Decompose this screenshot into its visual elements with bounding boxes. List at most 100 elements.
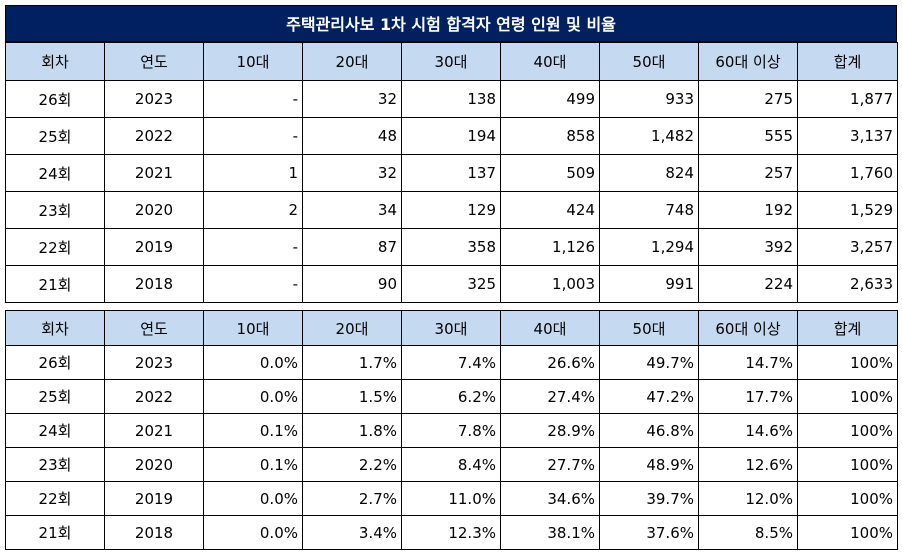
table-cell: 100% [797,481,898,516]
ratio-header-row: 회차 연도 10대 20대 30대 40대 50대 60대 이상 합계 [5,310,898,346]
table-cell: 991 [599,265,699,303]
table-cell: 12.6% [698,447,798,482]
table-cell: 2023 [104,345,204,380]
table-cell: 38.1% [500,515,600,550]
table-cell: 37.6% [599,515,699,550]
table-cell: 748 [599,191,699,229]
table-cell: 8.5% [698,515,798,550]
table-cell: 27.4% [500,379,600,414]
table-cell: 2 [203,191,303,229]
table-cell: 3,257 [797,228,898,266]
table-cell: 7.8% [401,413,501,448]
table-cell: 129 [401,191,501,229]
header-cell: 연도 [104,42,204,81]
table-cell: 32 [302,80,402,118]
header-cell: 60대 이상 [698,42,798,81]
table-title: 주택관리사보 1차 시험 합격자 연령 인원 및 비율 [5,5,897,42]
table-cell: 858 [500,117,600,155]
table-cell: 0.0% [203,481,303,516]
header-cell: 30대 [401,310,501,346]
ratio-row: 25회 2022 0.0% 1.5% 6.2% 27.4% 47.2% 17.7% 100% [5,379,898,414]
table-cell: 2.2% [302,447,402,482]
table-cell: 1,482 [599,117,699,155]
table-cell: 1.7% [302,345,402,380]
count-row: 25회 2022-48 194 858 1,482 555 3,137 [5,117,898,155]
header-cell: 30대 [401,42,501,81]
table-cell: 100% [797,515,898,550]
table-cell: 2020 [104,447,204,482]
table-cell: 138 [401,80,501,118]
table-cell: 2,633 [797,265,898,303]
table-cell: 224 [698,265,798,303]
table-cell: 12.0% [698,481,798,516]
header-cell: 40대 [500,42,600,81]
table-cell: 100% [797,345,898,380]
table-cell: 499 [500,80,600,118]
table-cell: 0.1% [203,447,303,482]
table-cell: 22회 [5,228,105,266]
table-cell: 34.6% [500,481,600,516]
header-cell: 40대 [500,310,600,346]
table-cell: 25회 [5,117,105,155]
table-cell: 27.7% [500,447,600,482]
ratio-row: 24회 2021 0.1% 1.8% 7.8% 28.9% 46.8% 14.6% 100% [5,413,898,448]
table-cell: 424 [500,191,600,229]
header-cell: 연도 [104,310,204,346]
table-cell: 100% [797,413,898,448]
table-cell: 11.0% [401,481,501,516]
table-cell: 1,877 [797,80,898,118]
table-cell: 2022 [104,117,204,155]
header-cell: 회차 [5,310,105,346]
table-cell: 8.4% [401,447,501,482]
table-cell: 824 [599,154,699,192]
table-cell: 1,126 [500,228,600,266]
header-cell: 50대 [599,310,699,346]
table-cell: 24회 [5,413,105,448]
ratio-row: 21회 2018 0.0% 3.4% 12.3% 38.1% 37.6% 8.5% 100% [5,515,898,550]
table-cell: 100% [797,447,898,482]
table-cell: 2018 [104,265,204,303]
table-cell: 48.9% [599,447,699,482]
count-row: 24회 2021 1 32 137 509 824 257 1,760 [5,154,898,192]
table-cell: 1,003 [500,265,600,303]
table-cell: 192 [698,191,798,229]
table-cell: 24회 [5,154,105,192]
table-cell: 25회 [5,379,105,414]
table-cell: 39.7% [599,481,699,516]
table-cell: 22회 [5,481,105,516]
table-cell: 1,529 [797,191,898,229]
table-cell: 1 [203,154,303,192]
count-row: 22회 2019-87 358 1,126 1,294 392 3,257 [5,228,898,266]
table-cell: 46.8% [599,413,699,448]
table-cell: 3.4% [302,515,402,550]
table-cell: 2019 [104,228,204,266]
table-cell: 2018 [104,515,204,550]
table-cell: 34 [302,191,402,229]
table-cell: 28.9% [500,413,600,448]
ratio-table: 회차 연도 10대 20대 30대 40대 50대 60대 이상 합계 26회 2… [5,310,898,550]
header-cell: 회차 [5,42,105,81]
header-cell: 20대 [302,42,402,81]
count-row: 21회 2018-90 325 1,003 991 224 2,633 [5,265,898,303]
header-cell: 10대 [203,310,303,346]
table-cell: 21회 [5,265,105,303]
table-cell: 2.7% [302,481,402,516]
table-cell: 23회 [5,191,105,229]
table-cell: 0.0% [203,345,303,380]
table-cell: 7.4% [401,345,501,380]
table-cell: - [203,228,303,266]
table-cell: 2023 [104,80,204,118]
header-cell: 합계 [797,42,898,81]
table-cell: 137 [401,154,501,192]
table-cell: 3,137 [797,117,898,155]
table-cell: 0.0% [203,379,303,414]
table-cell: 2019 [104,481,204,516]
table-cell: 14.6% [698,413,798,448]
table-cell: 1,760 [797,154,898,192]
table-cell: 2022 [104,379,204,414]
count-header-row: 회차 연도 10대 20대 30대 40대 50대 60대 이상 합계 [5,42,898,81]
table-cell: 26.6% [500,345,600,380]
table-cell: 87 [302,228,402,266]
count-row: 23회 2020 2 34 129 424 748 192 1,529 [5,191,898,229]
table-cell: 6.2% [401,379,501,414]
